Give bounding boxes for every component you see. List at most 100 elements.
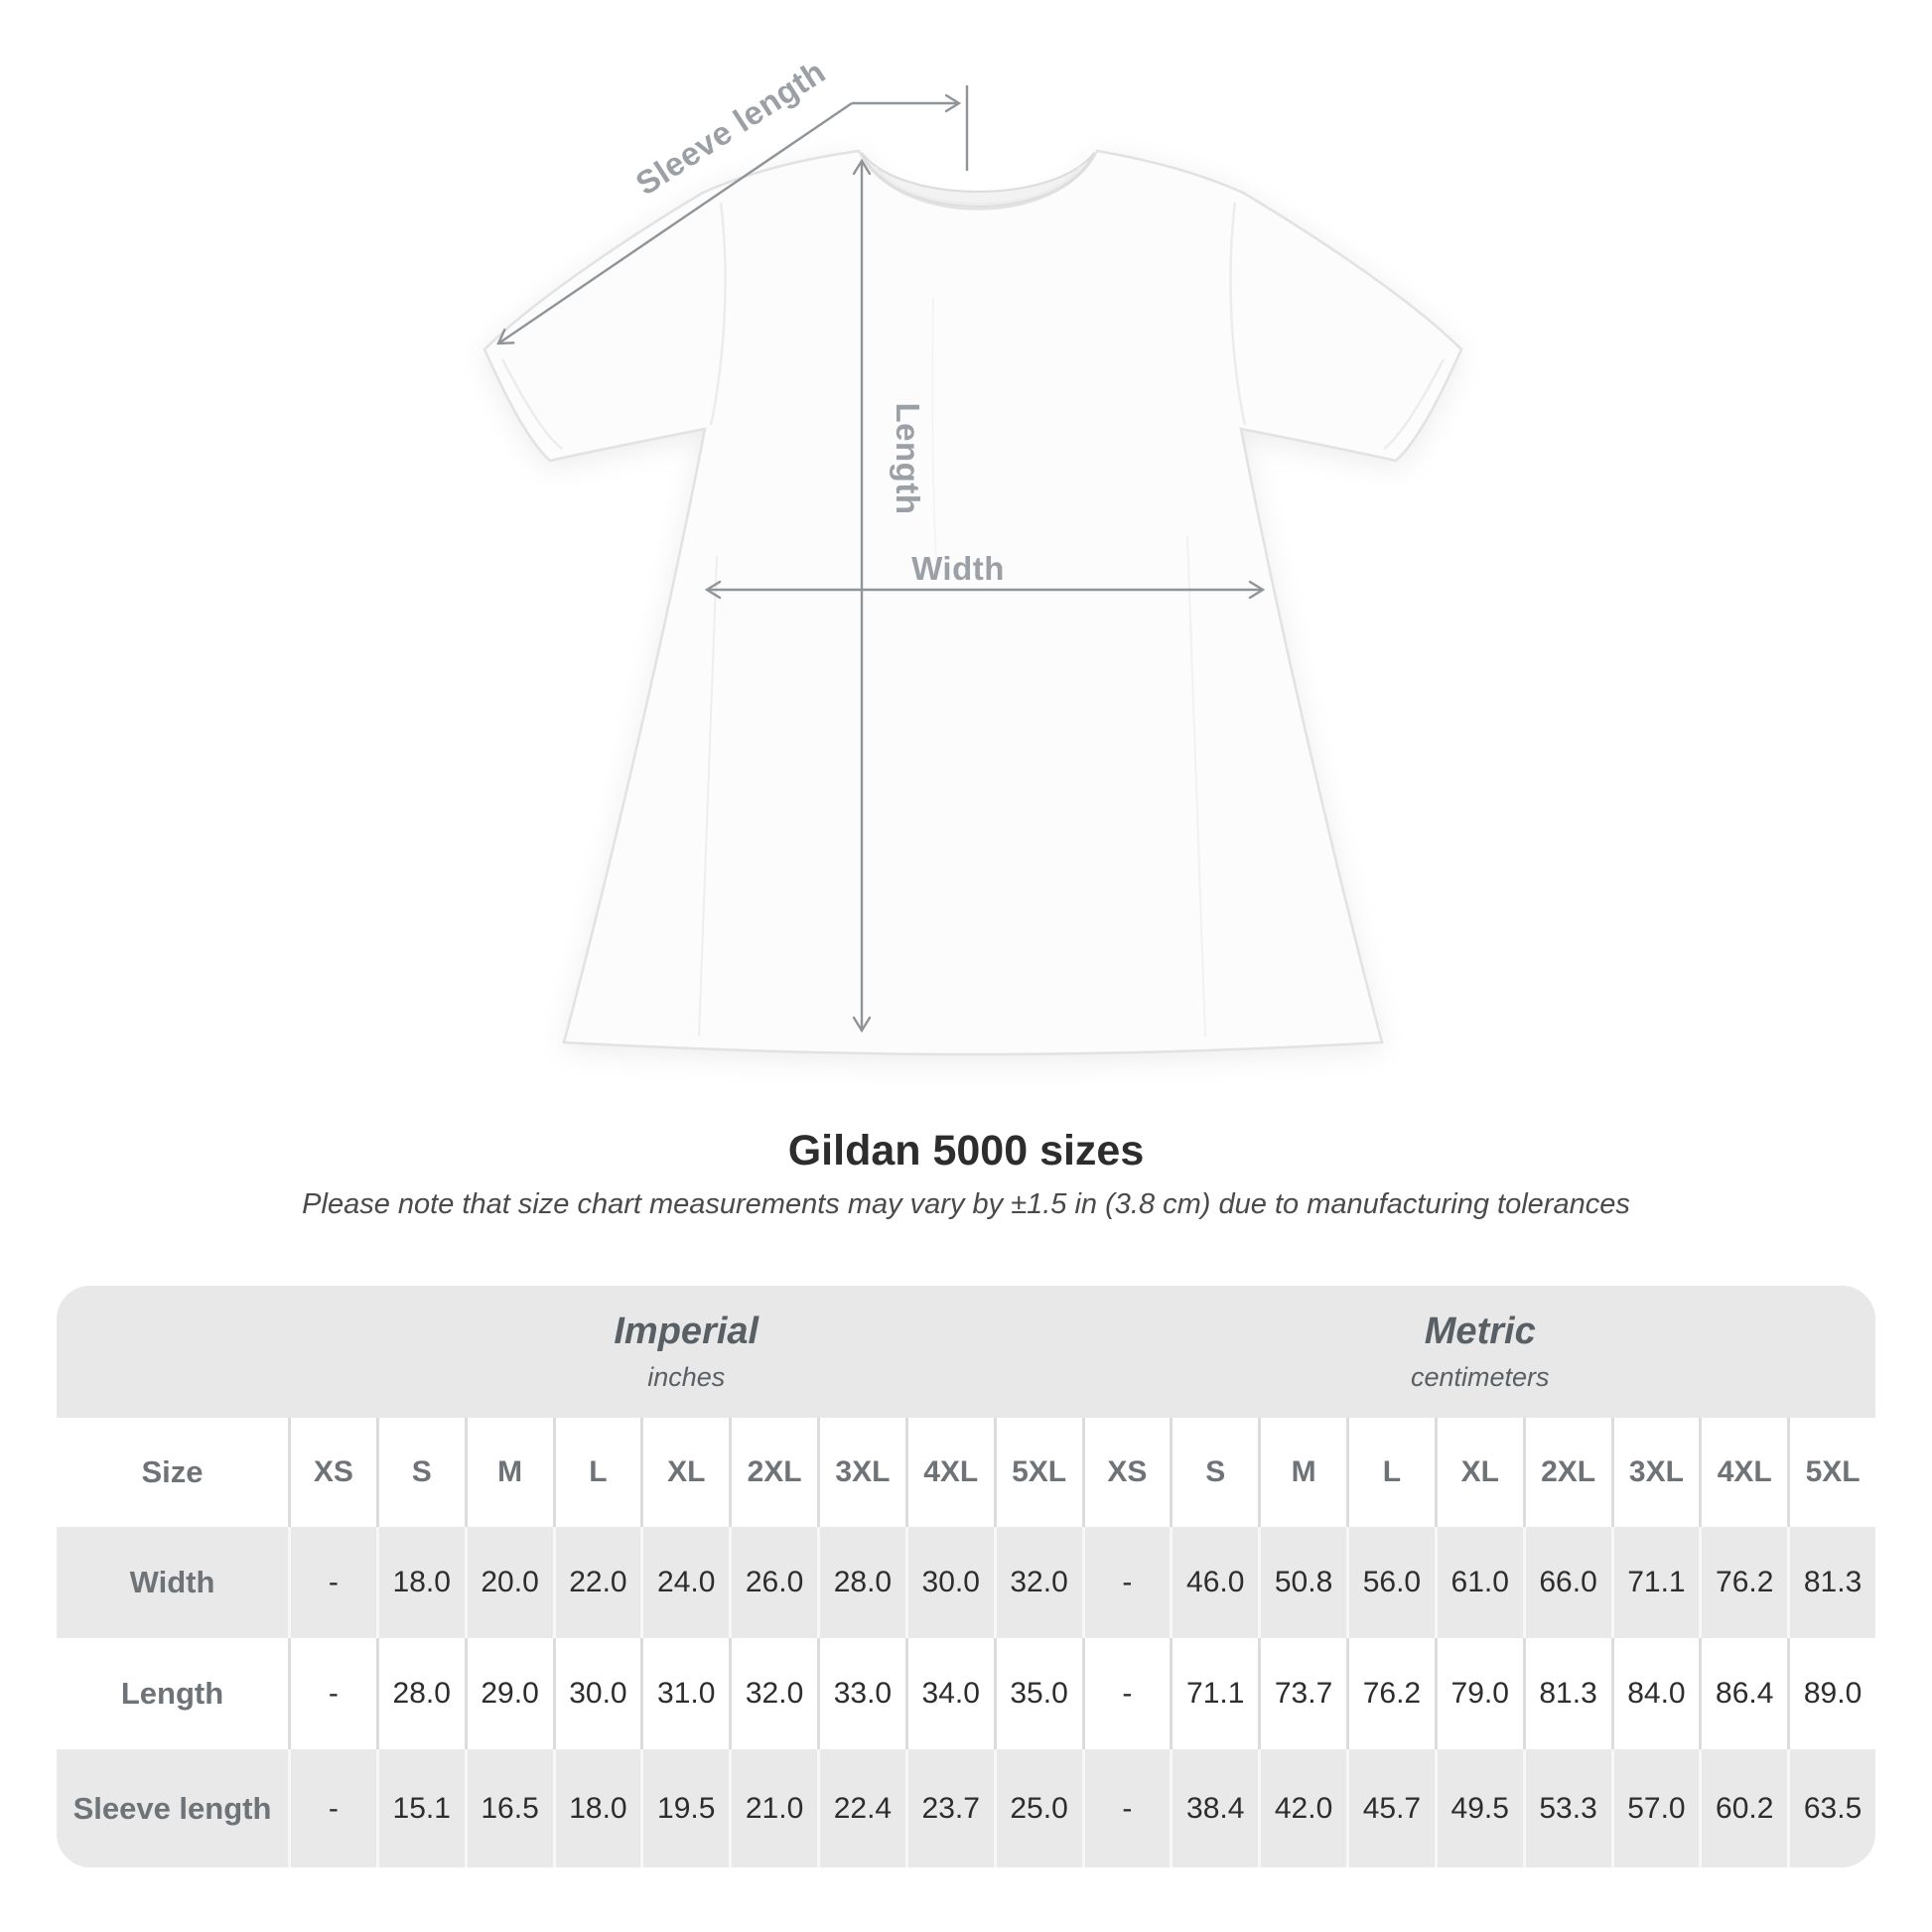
value-cell: 22.0 <box>555 1527 641 1638</box>
collar-seam <box>874 166 1082 206</box>
value-cell: 46.0 <box>1173 1527 1259 1638</box>
table-row-sleeve-length: Sleeve length - 15.1 16.5 18.0 19.5 21.0… <box>57 1749 1875 1867</box>
value-cell: - <box>1084 1527 1171 1638</box>
size-col-header: 2XL <box>1525 1418 1611 1527</box>
tshirt-measurement-diagram: Sleeve length Length Width <box>483 53 1463 1056</box>
value-cell: 81.3 <box>1525 1638 1611 1749</box>
table-row-width: Width - 18.0 20.0 22.0 24.0 26.0 28.0 30… <box>57 1527 1875 1638</box>
value-cell: 79.0 <box>1437 1638 1523 1749</box>
size-col-header: 5XL <box>1790 1418 1875 1527</box>
length-measure: Length <box>862 161 926 1031</box>
row-label: Width <box>57 1527 288 1638</box>
metric-sublabel: centimeters <box>1410 1362 1550 1392</box>
value-cell: 71.1 <box>1173 1638 1259 1749</box>
tshirt-collar <box>861 152 1095 207</box>
value-cell: 71.1 <box>1613 1527 1700 1638</box>
size-col-header: XL <box>643 1418 730 1527</box>
value-cell: 18.0 <box>555 1749 641 1867</box>
size-col-header: XS <box>291 1418 376 1527</box>
size-col-header: L <box>1349 1418 1435 1527</box>
value-cell: 23.7 <box>907 1749 994 1867</box>
value-cell: 22.4 <box>820 1749 905 1867</box>
size-col-header: 3XL <box>1613 1418 1700 1527</box>
value-cell: 66.0 <box>1525 1527 1611 1638</box>
value-cell: 76.2 <box>1702 1527 1788 1638</box>
fabric-crease <box>931 297 938 577</box>
value-cell: 57.0 <box>1613 1749 1700 1867</box>
imperial-sublabel: inches <box>647 1362 726 1392</box>
right-armhole-seam <box>1229 202 1247 426</box>
fabric-crease <box>698 555 718 1037</box>
size-col-header: S <box>1173 1418 1259 1527</box>
imperial-label: Imperial <box>614 1311 759 1352</box>
value-cell: 18.0 <box>378 1527 465 1638</box>
value-cell: 45.7 <box>1349 1749 1435 1867</box>
size-header-cell: Size <box>57 1418 288 1527</box>
value-cell: 89.0 <box>1790 1638 1875 1749</box>
size-col-header: M <box>1261 1418 1346 1527</box>
value-cell: 76.2 <box>1349 1638 1435 1749</box>
value-cell: - <box>291 1749 376 1867</box>
left-sleeve-hem <box>500 358 563 450</box>
page-title: Gildan 5000 sizes <box>787 1127 1145 1174</box>
size-col-header: L <box>555 1418 641 1527</box>
value-cell: 25.0 <box>996 1749 1082 1867</box>
size-col-header: 3XL <box>820 1418 905 1527</box>
width-measure: Width <box>707 550 1263 590</box>
right-sleeve-hem <box>1383 358 1446 450</box>
value-cell: 73.7 <box>1261 1638 1346 1749</box>
value-cell: 30.0 <box>555 1638 641 1749</box>
tshirt-illustration <box>483 149 1463 1056</box>
size-header-row: Size XS S M L XL 2XL 3XL 4XL 5XL XS S M … <box>57 1418 1875 1527</box>
heading-block: Gildan 5000 sizes Please note that size … <box>0 1125 1932 1222</box>
value-cell: 33.0 <box>820 1638 905 1749</box>
units-band-spacer <box>57 1286 288 1418</box>
value-cell: 15.1 <box>378 1749 465 1867</box>
value-cell: 20.0 <box>467 1527 553 1638</box>
value-cell: 63.5 <box>1790 1749 1875 1867</box>
size-col-header: XS <box>1084 1418 1171 1527</box>
size-col-header: 2XL <box>732 1418 817 1527</box>
value-cell: 24.0 <box>643 1527 730 1638</box>
value-cell: - <box>1084 1638 1171 1749</box>
value-cell: 28.0 <box>378 1638 465 1749</box>
imperial-group-header: Imperial inches <box>291 1286 1082 1418</box>
fabric-crease <box>1186 535 1206 1037</box>
value-cell: 35.0 <box>996 1638 1082 1749</box>
sizes-table: Imperial inches Metric centimeters Size … <box>57 1286 1875 1867</box>
value-cell: 29.0 <box>467 1638 553 1749</box>
width-label: Width <box>911 550 1005 587</box>
size-col-header: 4XL <box>1702 1418 1788 1527</box>
value-cell: 16.5 <box>467 1749 553 1867</box>
value-cell: - <box>291 1638 376 1749</box>
units-band: Imperial inches Metric centimeters <box>57 1286 1875 1418</box>
row-label: Sleeve length <box>57 1749 288 1867</box>
table-row-length: Length - 28.0 29.0 30.0 31.0 32.0 33.0 3… <box>57 1638 1875 1749</box>
value-cell: 61.0 <box>1437 1527 1523 1638</box>
tshirt-body <box>483 149 1463 1056</box>
value-cell: 30.0 <box>907 1527 994 1638</box>
size-col-header: M <box>467 1418 553 1527</box>
value-cell: 38.4 <box>1173 1749 1259 1867</box>
left-armhole-seam <box>709 202 727 426</box>
value-cell: - <box>291 1527 376 1638</box>
size-col-header: XL <box>1437 1418 1523 1527</box>
value-cell: 50.8 <box>1261 1527 1346 1638</box>
value-cell: 60.2 <box>1702 1749 1788 1867</box>
value-cell: 49.5 <box>1437 1749 1523 1867</box>
value-cell: 86.4 <box>1702 1638 1788 1749</box>
sleeve-length-arrow <box>498 102 853 344</box>
value-cell: 53.3 <box>1525 1749 1611 1867</box>
size-col-header: 4XL <box>907 1418 994 1527</box>
value-cell: 56.0 <box>1349 1527 1435 1638</box>
row-label: Length <box>57 1638 288 1749</box>
length-label: Length <box>890 403 926 515</box>
value-cell: 19.5 <box>643 1749 730 1867</box>
value-cell: 31.0 <box>643 1638 730 1749</box>
metric-group-header: Metric centimeters <box>1084 1286 1875 1418</box>
value-cell: 42.0 <box>1261 1749 1346 1867</box>
value-cell: 21.0 <box>732 1749 817 1867</box>
value-cell: 84.0 <box>1613 1638 1700 1749</box>
value-cell: 32.0 <box>732 1638 817 1749</box>
